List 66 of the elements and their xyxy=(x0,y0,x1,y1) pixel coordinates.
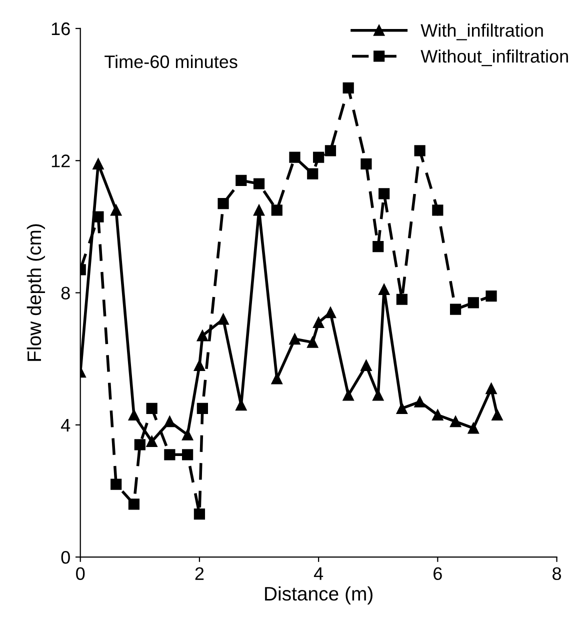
point xyxy=(182,449,194,460)
point xyxy=(378,284,390,296)
point xyxy=(414,145,426,156)
point xyxy=(92,158,104,170)
point xyxy=(128,498,140,510)
point xyxy=(432,409,444,421)
point xyxy=(146,402,158,414)
point xyxy=(414,396,426,408)
point xyxy=(313,316,324,328)
point xyxy=(450,416,462,428)
y-tick-label: 12 xyxy=(52,154,70,168)
point xyxy=(196,402,208,414)
point xyxy=(360,158,372,170)
legend-label: Without_infiltration xyxy=(420,49,568,66)
point xyxy=(110,478,122,490)
point xyxy=(468,422,479,434)
point xyxy=(253,204,265,216)
point xyxy=(450,304,462,315)
x-tick-label: 4 xyxy=(314,567,324,580)
point xyxy=(218,314,229,325)
y-tick-label: 0 xyxy=(61,550,70,564)
point xyxy=(324,145,336,156)
point xyxy=(164,416,176,428)
point xyxy=(289,152,300,163)
point xyxy=(324,307,336,318)
point xyxy=(236,174,247,186)
point xyxy=(378,188,390,200)
point xyxy=(218,198,229,210)
x-tick-label: 2 xyxy=(195,567,204,580)
point xyxy=(196,330,208,342)
point xyxy=(182,429,194,440)
point xyxy=(146,436,158,447)
point xyxy=(92,211,104,222)
y-axis-title: Flow depth (cm) xyxy=(26,224,45,361)
point xyxy=(372,240,384,252)
point xyxy=(468,297,479,308)
point xyxy=(396,402,408,414)
point xyxy=(110,204,122,216)
y-tick-label: 8 xyxy=(61,286,70,300)
point xyxy=(253,178,265,190)
point xyxy=(486,383,497,394)
y-tick-label: 4 xyxy=(61,419,70,432)
point xyxy=(194,508,206,520)
legend-label: With_infiltration xyxy=(420,24,543,40)
x-tick-label: 0 xyxy=(76,567,85,580)
point xyxy=(134,439,146,450)
point xyxy=(307,168,318,180)
point xyxy=(396,294,408,305)
point xyxy=(289,333,300,345)
point xyxy=(307,336,318,348)
point xyxy=(486,290,497,302)
y-tick-label: 16 xyxy=(52,22,70,36)
point xyxy=(342,82,354,94)
point xyxy=(360,360,372,371)
x-axis-title: Distance (m) xyxy=(265,586,372,604)
point xyxy=(432,204,444,216)
point xyxy=(492,409,503,421)
point xyxy=(313,152,324,163)
point xyxy=(342,390,354,401)
point xyxy=(164,449,176,460)
annotation: Time-60 minutes xyxy=(104,54,238,68)
point xyxy=(128,409,140,421)
x-tick-label: 8 xyxy=(552,567,562,580)
point xyxy=(194,360,206,371)
point xyxy=(271,204,282,216)
x-tick-label: 6 xyxy=(434,567,442,580)
